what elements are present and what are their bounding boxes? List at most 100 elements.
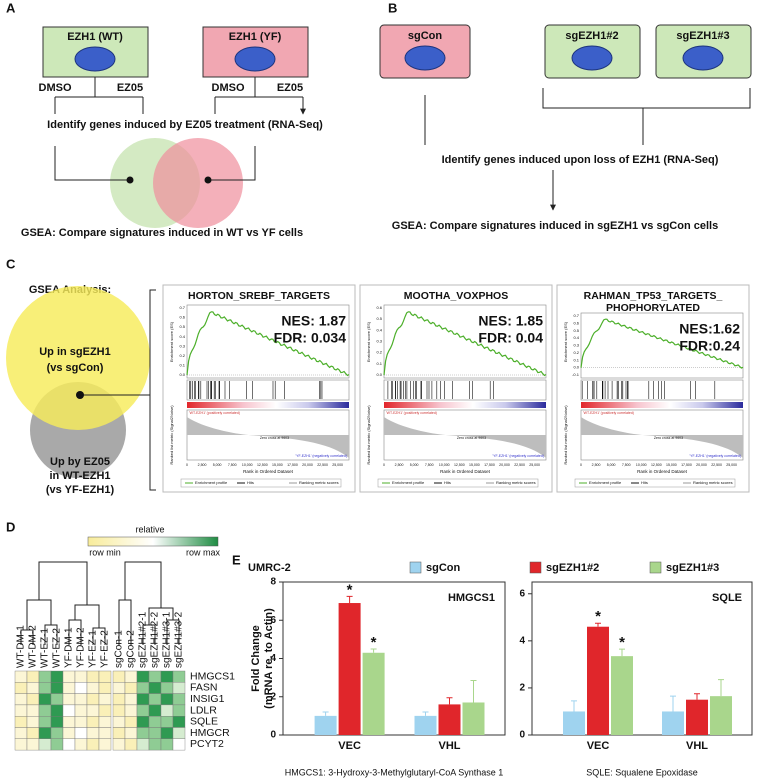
heatmap-cell [14, 716, 28, 728]
legend-label: Enrichment profile [195, 480, 228, 485]
x-tick-label: VHL [686, 740, 708, 752]
nes: NES:1.62 [679, 321, 740, 337]
legend-label: Enrichment profile [589, 480, 622, 485]
bar [563, 711, 585, 735]
x-tick-label: 25,000 [726, 463, 737, 467]
y-tick-label: 0.1 [376, 361, 382, 366]
y-tick-label: 0.1 [179, 362, 185, 367]
heatmap-cell [160, 670, 174, 683]
arrow [424, 95, 644, 210]
heatmap-cell [124, 727, 138, 740]
heatmap-cell [86, 670, 100, 683]
heatmap-cell [74, 704, 88, 717]
y-tick-label: 0.2 [376, 350, 382, 355]
plot-area [383, 304, 547, 379]
x-tick-label: 12,500 [454, 463, 465, 467]
fdr: FDR: 0.034 [274, 330, 347, 346]
gene-label: FASN [190, 682, 217, 694]
dendrogram [20, 561, 106, 645]
plot-title: PHOPHORYLATED [606, 302, 700, 314]
y-tick-label: 0.5 [179, 324, 185, 329]
heatmap-cell [172, 682, 186, 694]
x-tick-label: 15,000 [666, 463, 677, 467]
x-tick-label: 7,500 [622, 463, 631, 467]
legend-label: Ranking metric scores [693, 480, 733, 485]
sample-label: WT-DM-2 [28, 625, 39, 668]
pos-label: 'WT-EZH1' (positively correlated) [386, 411, 437, 415]
y-tick-label: 0 [519, 730, 525, 741]
heatmap-cell [26, 727, 40, 740]
x-tick-label: VEC [587, 740, 610, 752]
y-tick-label: 0.2 [573, 350, 579, 355]
heatmap-cell [124, 682, 138, 694]
heatmap-cell [26, 704, 40, 717]
heatmap-cell [86, 704, 100, 717]
y-tick-label: 0.3 [376, 339, 382, 344]
x-axis-title: Rank in Ordered Dataset [440, 469, 491, 474]
bracket [80, 289, 156, 491]
y-axis-title: (mRNA re. to Actin) [263, 608, 275, 709]
heatmap-cell [74, 670, 88, 683]
x-tick-label: 10,000 [439, 463, 450, 467]
heatmap-cell [136, 727, 150, 740]
error-bar [370, 648, 377, 653]
error-bar [346, 595, 353, 604]
step-text: Identify genes induced by EZ05 treatment… [47, 119, 323, 131]
treatment-label: EZ05 [117, 82, 143, 94]
colorbar-label: row min [89, 547, 121, 557]
legend-label: Ranking metric scores [299, 480, 339, 485]
heatmap-cell [14, 738, 28, 751]
heatmap-cell [14, 693, 28, 706]
dot [126, 176, 134, 184]
zero-cross: Zero cross at 9603 [654, 436, 683, 440]
bar [362, 652, 385, 735]
heatmap-cell [124, 704, 138, 717]
y-tick-label: 0.6 [179, 315, 185, 320]
x-tick-label: 15,000 [469, 463, 480, 467]
heatmap-cell [124, 716, 138, 728]
heatmap-cell [160, 727, 174, 740]
heatmap-cell [62, 727, 76, 740]
sample-label: sgEZH1#2-2 [150, 611, 161, 668]
heatmap-cell [112, 738, 126, 751]
venn-label: (vs sgCon) [47, 362, 104, 374]
panel-letter: B [388, 0, 397, 15]
y-axis-title: Enrichment score (ES) [366, 321, 371, 362]
x-tick-label: 20,000 [302, 463, 313, 467]
heatmap-cell [112, 727, 126, 740]
y-axis-title: Ranked list metric (Signal2Noise) [366, 405, 371, 465]
pos-label: 'WT-EZH1' (positively correlated) [189, 411, 240, 415]
panel-letter: C [6, 256, 16, 271]
bar [587, 626, 609, 735]
nes: NES: 1.85 [478, 313, 543, 329]
x-tick-label: 2,500 [592, 463, 601, 467]
x-tick-label: 7,500 [228, 463, 237, 467]
heatmap-cell [112, 682, 126, 694]
gene-label: PCYT2 [190, 738, 224, 750]
treatment-label: DMSO [212, 82, 245, 94]
x-tick-label: 17,500 [681, 463, 692, 467]
y-tick-label: 0.0 [376, 372, 382, 377]
nucleus [404, 45, 446, 71]
heatmap-cell [14, 670, 28, 683]
error-bar [694, 693, 700, 700]
legend-label: Ranking metric scores [496, 480, 536, 485]
y-axis-title: Ranked list metric (Signal2Noise) [563, 405, 568, 465]
heatmap-cell [74, 716, 88, 728]
heatmap-cell [148, 682, 162, 694]
heatmap-cell [160, 682, 174, 694]
x-tick-label: 22,500 [711, 463, 722, 467]
venn-circle [6, 286, 150, 430]
plot-title: HORTON_SREBF_TARGETS [188, 290, 330, 302]
nucleus [682, 45, 724, 71]
rank-colorbar [187, 402, 349, 408]
cell-label: EZH1 (YF) [229, 31, 282, 43]
plot-frame [531, 581, 753, 736]
heatmap-cell [74, 727, 88, 740]
venn-label: (vs YF-EZH1) [46, 484, 115, 496]
x-tick-label: 2,500 [395, 463, 404, 467]
fdr: FDR: 0.04 [478, 330, 543, 346]
heatmap-cell [62, 704, 76, 717]
connector [54, 146, 256, 181]
